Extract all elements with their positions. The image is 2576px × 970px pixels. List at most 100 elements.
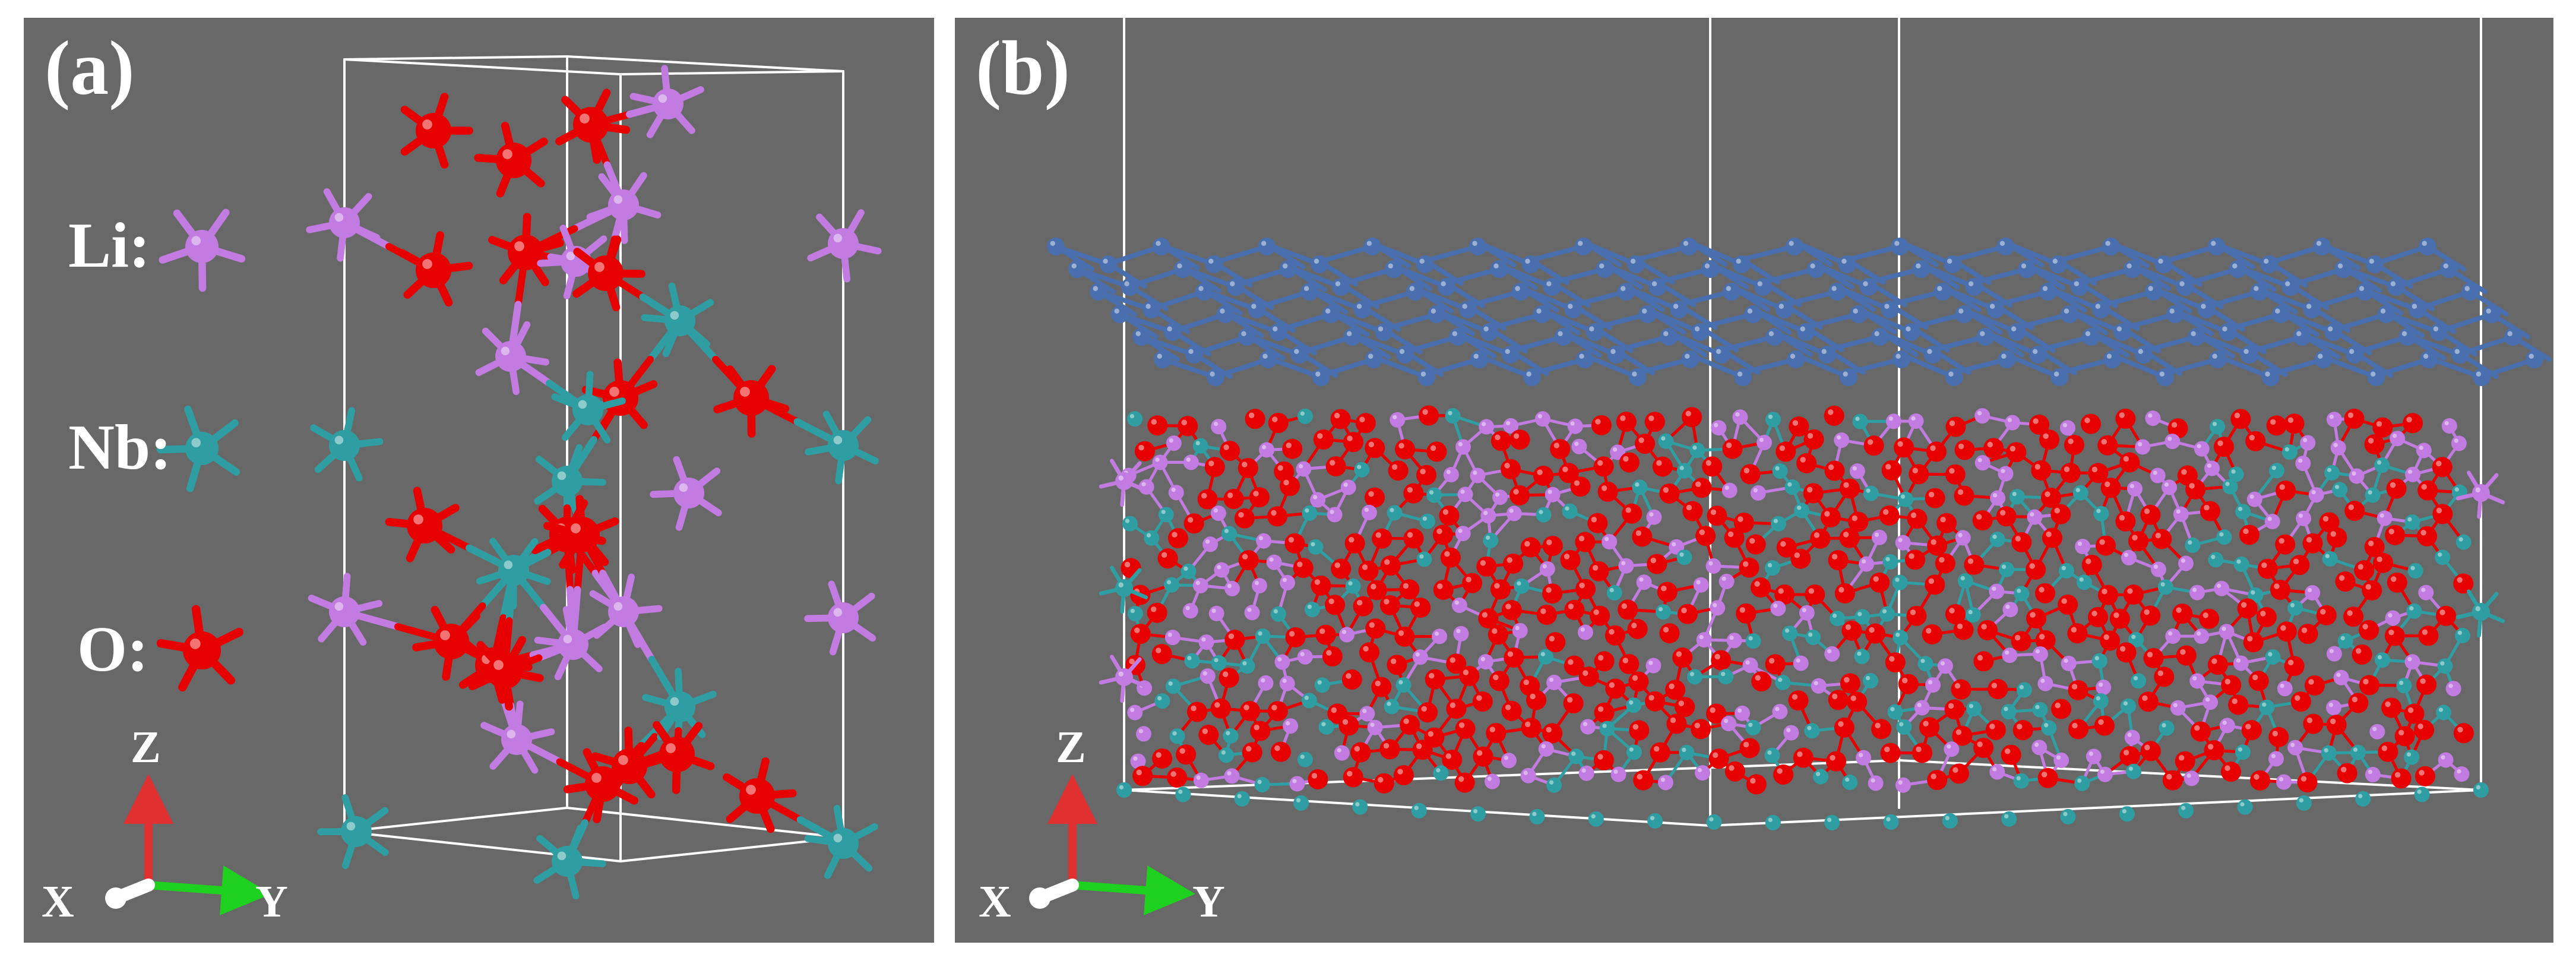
atom-highlight [1916,746,1922,753]
oxygen-atom [1459,666,1480,687]
top-layer-atom [2430,323,2448,341]
atom-highlight [1341,630,1347,634]
atom-highlight [1172,731,1177,736]
atom-highlight [1562,466,1568,473]
oxygen-atom [1542,536,1563,557]
oxygen-atom [2359,675,2379,696]
oxygen-atom [1790,548,1811,569]
atom-highlight [1398,443,1404,449]
atom-highlight [1857,612,1862,617]
atom-highlight [2303,438,2308,443]
atom-highlight [2056,755,2061,760]
atom-highlight [1481,422,1486,426]
niobium-atom [1416,551,1432,567]
atom-highlight [1604,536,1609,542]
oxygen-atom [2302,533,2323,554]
atom-highlight [563,634,572,644]
oxygen-atom [2119,745,2140,766]
atom-highlight [1156,752,1162,758]
oxygen-atom [1132,766,1153,786]
niobium-atom [2455,534,2471,550]
atom-highlight [1378,777,1384,783]
oxygen-atom [2343,606,2364,627]
top-layer-atom [2229,260,2247,278]
atom-highlight [1802,608,1806,612]
atom-highlight [2391,576,2397,582]
atom-highlight [2265,371,2270,377]
lithium-atom [1200,668,1216,684]
niobium-atom [1158,507,1174,523]
oxygen-atom [1773,764,1794,785]
atom-highlight [2168,631,2173,636]
niobium-atom [1770,516,1786,532]
atom-highlight [1882,609,1887,614]
lithium-atom [1367,719,1383,735]
oxygen-atom [1803,429,1824,450]
atom-highlight [1565,506,1569,511]
niobium-atom [1445,408,1461,424]
niobium-atom [1804,723,1820,739]
atom-highlight [2454,438,2458,443]
atom-highlight [1637,773,1643,780]
atom-highlight [746,785,756,795]
oxygen-atom [1765,654,1786,675]
atom-highlight [2436,460,2442,467]
atom-highlight [1767,750,1772,755]
top-layer-atom [1638,305,1657,323]
atom-highlight [1155,647,1162,653]
atom-highlight [1889,656,1895,662]
niobium-atom [2235,744,2251,760]
atom-highlight [2019,685,2024,690]
atom-highlight [566,251,575,261]
oxygen-atom [1869,572,1890,593]
atom-highlight [2328,703,2334,707]
atom-highlight [1473,809,1478,814]
top-layer-atom [2166,305,2184,323]
oxygen-atom [2362,580,2382,601]
top-layer-atom [1385,260,1403,278]
atom-highlight [833,233,843,243]
atom-highlight [1359,416,1365,423]
niobium-atom [2414,786,2430,802]
top-layer-atom [1152,238,1170,255]
atom-highlight [1948,371,1954,377]
top-layer-atom [1312,368,1330,386]
lithium-atom [1274,654,1290,670]
top-layer-bond [1254,289,1312,311]
top-layer-bond [1887,289,1945,308]
atom-highlight [1483,326,1489,331]
lithium-atom [1164,630,1181,646]
oxygen-atom [1379,595,1400,615]
atom-highlight [1968,609,1973,615]
oxygen-atom [1564,655,1584,676]
niobium-atom [2032,702,2048,718]
atom-highlight [1852,515,1858,522]
oxygen-atom [1285,627,1306,647]
atom-highlight [1768,658,1775,664]
niobium-atom [1765,560,1781,576]
oxygen-atom [1587,513,1608,533]
top-layer-atom [2071,278,2089,296]
atom-highlight [1227,771,1232,776]
top-layer-atom [2144,283,2163,301]
atom-highlight [1133,756,1138,761]
oxygen-atom [2373,552,2394,573]
niobium-atom [2131,673,2147,689]
atom-highlight [1050,241,1055,246]
top-layer-atom [2113,323,2132,341]
top-layer-atom [1311,255,1329,273]
top-layer-atom [2261,368,2280,386]
atom-highlight [1580,627,1585,632]
niobium-atom [552,466,583,497]
top-layer-atom [1437,278,1455,296]
lithium-atom [2276,774,2292,790]
atom-highlight [2306,717,2313,723]
niobium-atom [1805,629,1821,645]
oxygen-atom [1805,584,1825,605]
atom-highlight [1912,467,1919,474]
oxygen-atom [1724,527,1745,548]
oxygen-atom [1412,740,1433,760]
niobium-atom [1686,669,1702,685]
atom-highlight [2231,469,2236,474]
atom-highlight [609,387,619,397]
